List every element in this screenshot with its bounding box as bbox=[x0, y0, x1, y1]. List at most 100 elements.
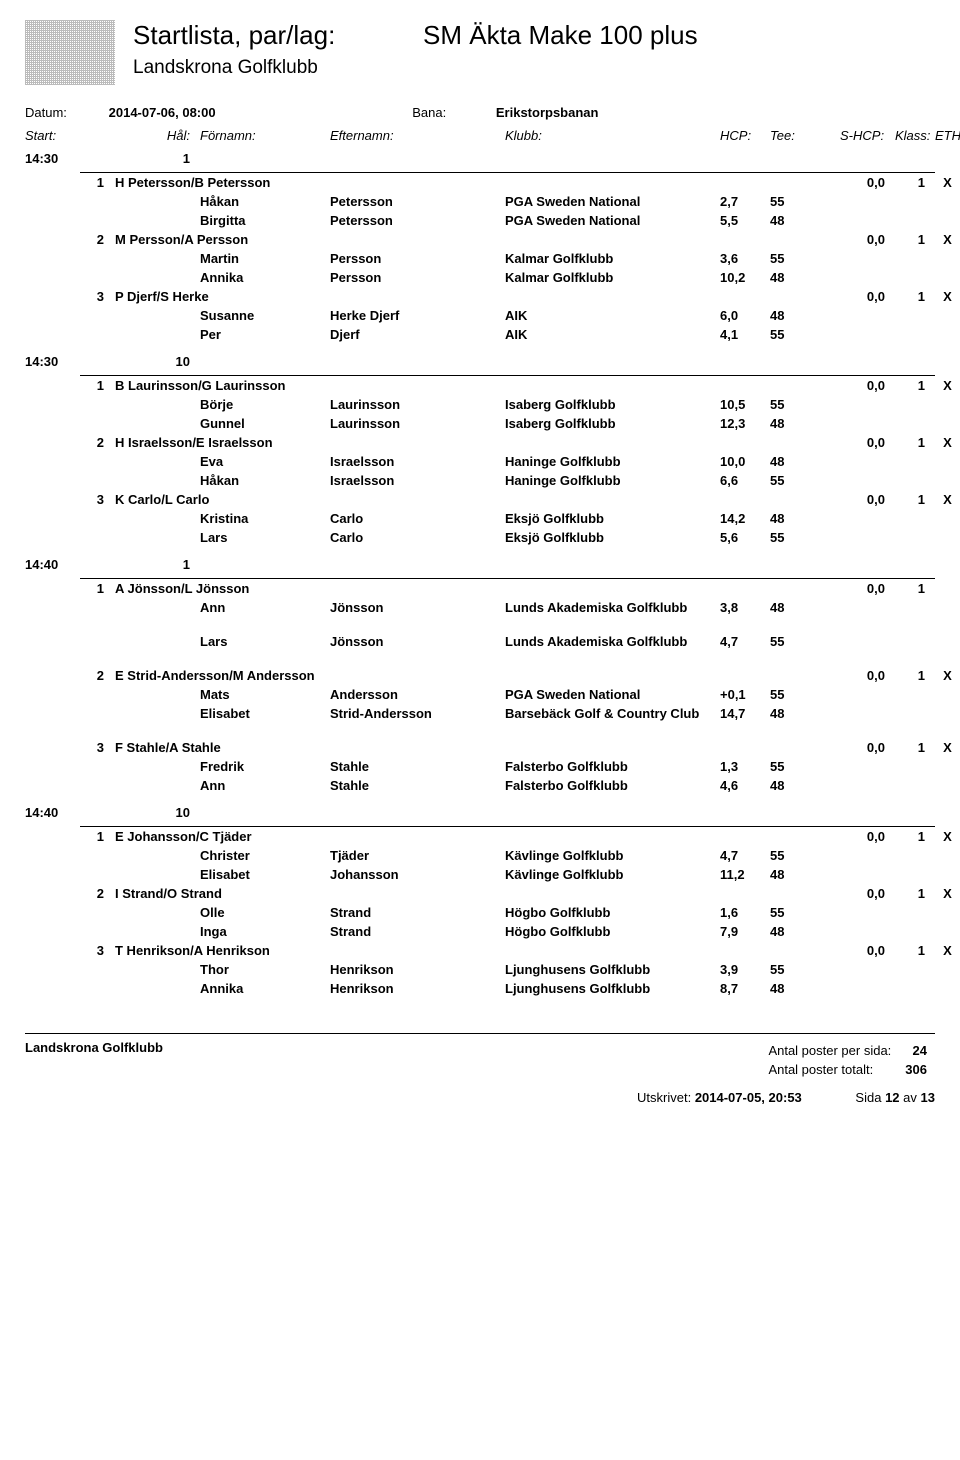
player-club: Isaberg Golfklubb bbox=[505, 397, 715, 412]
page-sep: av bbox=[903, 1090, 917, 1105]
team-number: 2 bbox=[80, 232, 110, 247]
player-firstname: Håkan bbox=[200, 473, 325, 488]
player-firstname: Gunnel bbox=[200, 416, 325, 431]
group-hole: 1 bbox=[140, 151, 200, 166]
team-name: I Strand/O Strand bbox=[115, 886, 455, 901]
player-firstname: Susanne bbox=[200, 308, 325, 323]
player-row: BirgittaPeterssonPGA Sweden National5,54… bbox=[25, 213, 935, 232]
page-total: 13 bbox=[921, 1090, 935, 1105]
group-header: 14:301 bbox=[25, 151, 935, 170]
footer-stats: Antal poster per sida: 24 Antal poster t… bbox=[760, 1040, 935, 1080]
player-tee: 48 bbox=[770, 416, 810, 431]
col-shcp: S-HCP: bbox=[840, 128, 885, 143]
player-lastname: Jönsson bbox=[330, 600, 490, 615]
player-firstname: Eva bbox=[200, 454, 325, 469]
player-row: HåkanIsraelssonHaninge Golfklubb6,655 bbox=[25, 473, 935, 492]
perpage-label: Antal poster per sida: bbox=[762, 1042, 897, 1059]
printed-value: 2014-07-05, 20:53 bbox=[695, 1090, 802, 1105]
player-firstname: Ann bbox=[200, 600, 325, 615]
group-time: 14:40 bbox=[25, 557, 80, 572]
player-tee: 48 bbox=[770, 213, 810, 228]
player-lastname: Persson bbox=[330, 251, 490, 266]
player-club: PGA Sweden National bbox=[505, 194, 715, 209]
column-headers: Start: Hål: Förnamn: Efternamn: Klubb: H… bbox=[25, 128, 935, 147]
player-club: Eksjö Golfklubb bbox=[505, 530, 715, 545]
team-number: 3 bbox=[80, 492, 110, 507]
player-hcp: 3,8 bbox=[720, 600, 765, 615]
team-row: 1A Jönsson/L Jönsson0,01 bbox=[25, 581, 935, 600]
team-klass: 1 bbox=[895, 943, 925, 958]
datum-value: 2014-07-06, 08:00 bbox=[109, 105, 409, 120]
player-club: Barsebäck Golf & Country Club bbox=[505, 706, 715, 721]
footer: Landskrona Golfklubb Antal poster per si… bbox=[25, 1040, 935, 1080]
team-number: 1 bbox=[80, 378, 110, 393]
player-firstname: Börje bbox=[200, 397, 325, 412]
team-eth: X bbox=[935, 943, 960, 958]
page-label: Sida bbox=[855, 1090, 881, 1105]
player-tee: 48 bbox=[770, 308, 810, 323]
team-eth: X bbox=[935, 289, 960, 304]
player-hcp: 1,3 bbox=[720, 759, 765, 774]
player-lastname: Henrikson bbox=[330, 981, 490, 996]
player-lastname: Johansson bbox=[330, 867, 490, 882]
team-number: 2 bbox=[80, 435, 110, 450]
team-row: 3K Carlo/L Carlo0,01X bbox=[25, 492, 935, 511]
bana-label: Bana: bbox=[412, 105, 492, 120]
player-hcp: 6,0 bbox=[720, 308, 765, 323]
player-lastname: Laurinsson bbox=[330, 416, 490, 431]
player-tee: 55 bbox=[770, 687, 810, 702]
player-tee: 55 bbox=[770, 634, 810, 649]
team-shcp: 0,0 bbox=[840, 886, 885, 901]
player-hcp: 4,7 bbox=[720, 634, 765, 649]
team-row: 3P Djerf/S Herke0,01X bbox=[25, 289, 935, 308]
datum-label: Datum: bbox=[25, 105, 105, 120]
team-klass: 1 bbox=[895, 232, 925, 247]
player-tee: 48 bbox=[770, 454, 810, 469]
col-hcp: HCP: bbox=[720, 128, 765, 143]
team-shcp: 0,0 bbox=[840, 581, 885, 596]
team-name: K Carlo/L Carlo bbox=[115, 492, 455, 507]
player-hcp: 4,1 bbox=[720, 327, 765, 342]
player-lastname: Strand bbox=[330, 905, 490, 920]
player-firstname: Birgitta bbox=[200, 213, 325, 228]
player-firstname: Annika bbox=[200, 981, 325, 996]
player-hcp: 12,3 bbox=[720, 416, 765, 431]
player-club: Kalmar Golfklubb bbox=[505, 251, 715, 266]
player-lastname: Petersson bbox=[330, 213, 490, 228]
player-tee: 55 bbox=[770, 473, 810, 488]
col-eth: ETH bbox=[935, 128, 960, 143]
player-club: AIK bbox=[505, 308, 715, 323]
total-label: Antal poster totalt: bbox=[762, 1061, 897, 1078]
player-tee: 55 bbox=[770, 194, 810, 209]
group-divider bbox=[80, 578, 935, 579]
player-row: FredrikStahleFalsterbo Golfklubb1,355 bbox=[25, 759, 935, 778]
player-tee: 48 bbox=[770, 511, 810, 526]
group-divider bbox=[80, 826, 935, 827]
player-club: Kävlinge Golfklubb bbox=[505, 848, 715, 863]
player-lastname: Strid-Andersson bbox=[330, 706, 490, 721]
bana-value: Erikstorpsbanan bbox=[496, 105, 599, 120]
player-tee: 55 bbox=[770, 759, 810, 774]
player-row: AnnikaHenriksonLjunghusens Golfklubb8,74… bbox=[25, 981, 935, 1000]
player-club: Falsterbo Golfklubb bbox=[505, 759, 715, 774]
team-row: 3F Stahle/A Stahle0,01X bbox=[25, 740, 935, 759]
team-klass: 1 bbox=[895, 289, 925, 304]
player-tee: 48 bbox=[770, 867, 810, 882]
team-eth: X bbox=[935, 492, 960, 507]
team-eth: X bbox=[935, 175, 960, 190]
player-tee: 48 bbox=[770, 981, 810, 996]
player-club: Högbo Golfklubb bbox=[505, 924, 715, 939]
team-number: 3 bbox=[80, 289, 110, 304]
col-fornamn: Förnamn: bbox=[200, 128, 325, 143]
col-tee: Tee: bbox=[770, 128, 810, 143]
player-row: ElisabetJohanssonKävlinge Golfklubb11,24… bbox=[25, 867, 935, 886]
title-block: Startlista, par/lag: SM Äkta Make 100 pl… bbox=[133, 20, 935, 79]
player-firstname: Elisabet bbox=[200, 706, 325, 721]
player-hcp: 4,7 bbox=[720, 848, 765, 863]
team-eth: X bbox=[935, 886, 960, 901]
team-name: E Johansson/C Tjäder bbox=[115, 829, 455, 844]
team-eth: X bbox=[935, 668, 960, 683]
player-lastname: Stahle bbox=[330, 778, 490, 793]
player-firstname: Lars bbox=[200, 634, 325, 649]
team-eth: X bbox=[935, 829, 960, 844]
